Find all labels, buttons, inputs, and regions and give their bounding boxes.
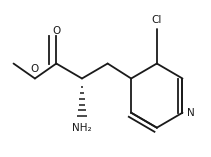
Text: NH₂: NH₂ [72, 123, 92, 133]
Text: Cl: Cl [152, 15, 162, 25]
Text: N: N [187, 108, 195, 118]
Text: O: O [52, 26, 60, 36]
Text: O: O [31, 64, 39, 74]
